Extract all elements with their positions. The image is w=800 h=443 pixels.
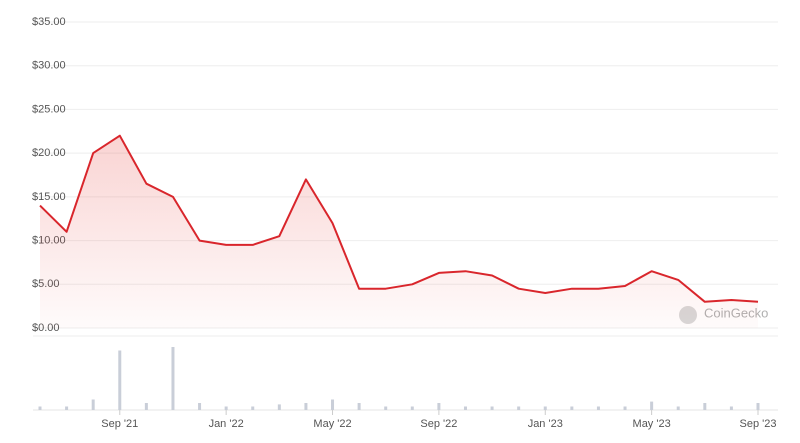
volume-bar xyxy=(91,399,95,410)
volume-bar xyxy=(623,406,627,410)
volume-bar xyxy=(650,401,654,410)
volume-bar xyxy=(756,403,760,410)
x-tick-label: Sep '22 xyxy=(420,418,457,430)
volume-bar xyxy=(517,406,521,410)
volume-bar xyxy=(118,350,122,410)
x-tick-label: May '22 xyxy=(313,418,351,430)
area xyxy=(40,135,758,328)
volume-bar xyxy=(703,403,707,410)
volume-bar xyxy=(596,406,600,410)
x-tick-label: Sep '23 xyxy=(740,418,777,430)
volume-bar xyxy=(38,406,42,410)
x-tick-label: Jan '23 xyxy=(528,418,563,430)
volume-bar xyxy=(490,406,494,410)
volume-bar xyxy=(224,406,228,410)
x-tick-label: Sep '21 xyxy=(101,418,138,430)
volume-bar xyxy=(676,406,680,410)
price-line xyxy=(39,134,759,303)
volume-bar xyxy=(543,406,547,410)
volume-bar xyxy=(437,403,441,410)
volume-bar xyxy=(304,403,308,410)
volume-bar xyxy=(463,406,467,410)
x-tick-label: May '23 xyxy=(633,418,671,430)
volume-bar xyxy=(384,406,388,410)
volume-bar xyxy=(331,399,335,410)
volume-bar xyxy=(198,403,202,410)
x-tick-label: Jan '22 xyxy=(209,418,244,430)
y-tick-label: $35.00 xyxy=(32,16,66,28)
y-tick-label: $15.00 xyxy=(32,191,66,203)
volume-bar xyxy=(410,406,414,410)
y-tick-label: $20.00 xyxy=(32,147,66,159)
volume-bar xyxy=(171,347,175,410)
volume-bar xyxy=(277,404,281,410)
volume-bar xyxy=(729,406,733,410)
volume-bar xyxy=(251,406,255,410)
y-tick-label: $30.00 xyxy=(32,60,66,72)
volume-bar xyxy=(357,403,361,410)
volume-bar xyxy=(570,406,574,410)
volume-bar xyxy=(144,403,148,410)
y-tick-label: $25.00 xyxy=(32,103,66,115)
volume-bar xyxy=(65,406,69,410)
